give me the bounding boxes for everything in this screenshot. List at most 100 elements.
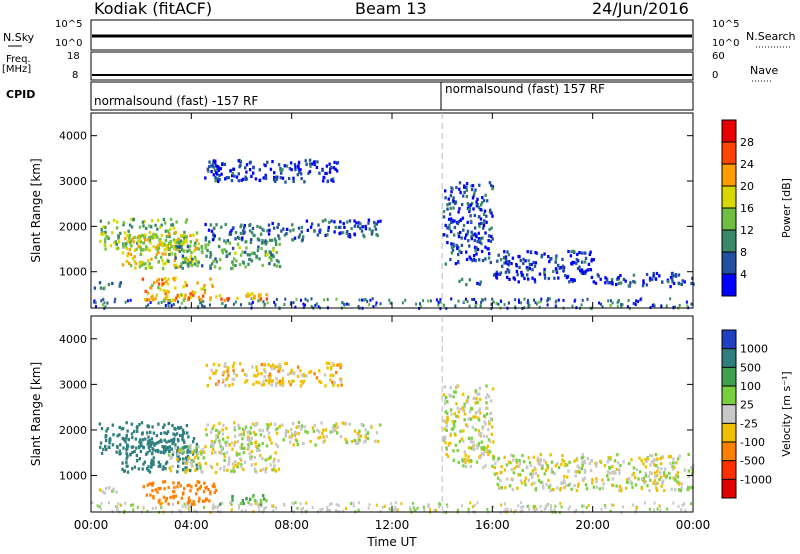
echo-cell (319, 435, 322, 439)
echo-cell (245, 294, 248, 298)
echo-cell (470, 234, 473, 238)
echo-cell (277, 459, 280, 463)
echo-cell (138, 457, 142, 461)
echo-cell (236, 465, 239, 469)
echo-cell (679, 489, 682, 493)
echo-cell (141, 220, 145, 224)
y-tick-label: 3000 (59, 175, 87, 188)
echo-cell (144, 245, 148, 249)
echo-cell (204, 427, 208, 432)
echo-cell (206, 384, 209, 388)
echo-cell (645, 272, 649, 277)
echo-cell (232, 368, 235, 373)
echo-cell (261, 429, 264, 433)
echo-cell (99, 239, 102, 243)
echo-cell (296, 173, 299, 177)
echo-cell (174, 494, 177, 498)
echo-cell (166, 235, 169, 239)
ground-scatter-cell (147, 303, 150, 307)
echo-cell (533, 278, 536, 282)
echo-cell (627, 284, 630, 288)
ground-scatter-cell (571, 304, 574, 308)
ground-scatter-cell (681, 503, 684, 507)
echo-cell (189, 489, 192, 493)
echo-cell (569, 254, 573, 258)
echo-cell (500, 470, 503, 475)
echo-cell (307, 171, 310, 175)
nsearch-tick-bottom: 10^0 (712, 38, 740, 49)
echo-cell (125, 241, 128, 246)
echo-cell (179, 433, 182, 438)
echo-cell (274, 451, 277, 455)
echo-cell (479, 207, 482, 212)
echo-cell (484, 193, 487, 197)
echo-cell (537, 462, 541, 466)
echo-cell (276, 225, 279, 230)
echo-cell (638, 456, 641, 460)
echo-cell (98, 422, 101, 426)
y-tick-label: 4000 (59, 130, 87, 143)
echo-cell (167, 422, 170, 426)
echo-cell (375, 431, 379, 435)
ground-scatter-cell (612, 503, 615, 507)
echo-cell (496, 259, 499, 263)
echo-cell (214, 257, 217, 261)
echo-cell (255, 374, 258, 378)
echo-cell (526, 268, 529, 272)
echo-cell (180, 496, 183, 500)
echo-cell (122, 245, 125, 249)
echo-cell (256, 224, 259, 229)
echo-cell (186, 468, 189, 472)
ground-scatter-cell (168, 301, 170, 305)
ground-scatter-cell (381, 505, 384, 509)
ground-scatter-cell (534, 301, 537, 305)
echo-cell (653, 463, 656, 467)
echo-cell (309, 370, 313, 374)
echo-cell (176, 485, 179, 489)
echo-cell (257, 372, 260, 376)
echo-cell (264, 470, 267, 474)
echo-cell (476, 197, 479, 201)
echo-cell (163, 242, 166, 246)
echo-cell (204, 236, 208, 240)
echo-cell (241, 260, 245, 264)
ground-scatter-cell (540, 300, 543, 303)
echo-cell (464, 423, 468, 427)
echo-cell (189, 447, 192, 451)
ground-scatter-cell (363, 298, 366, 302)
echo-cell (318, 369, 321, 373)
echo-cell (543, 267, 546, 272)
echo-cell (165, 440, 168, 444)
echo-cell (442, 393, 445, 397)
echo-cell (135, 426, 139, 430)
echo-cell (281, 176, 285, 180)
echo-cell (581, 477, 585, 481)
echo-cell (479, 280, 482, 284)
echo-cell (291, 238, 294, 242)
echo-cell (463, 185, 466, 189)
echo-cell (126, 240, 130, 244)
echo-cell (162, 425, 165, 429)
echo-cell (177, 238, 180, 242)
echo-cell (214, 471, 218, 475)
echo-cell (212, 371, 215, 375)
echo-cell (485, 214, 488, 218)
echo-cell (222, 423, 225, 427)
echo-cell (631, 473, 634, 477)
echo-cell (641, 284, 645, 288)
echo-cell (225, 176, 228, 180)
echo-cell (572, 261, 576, 265)
y-tick-label: 3000 (59, 378, 87, 391)
echo-cell (276, 427, 279, 431)
echo-cell (538, 272, 542, 276)
echo-cell (321, 219, 325, 223)
echo-cell (470, 230, 473, 234)
echo-cell (235, 175, 239, 179)
echo-cell (203, 288, 207, 293)
echo-cell (561, 454, 564, 458)
echo-cell (659, 471, 662, 475)
echo-cell (353, 232, 356, 236)
echo-cell (655, 271, 659, 276)
echo-cell (111, 231, 114, 235)
echo-cell (149, 235, 152, 239)
